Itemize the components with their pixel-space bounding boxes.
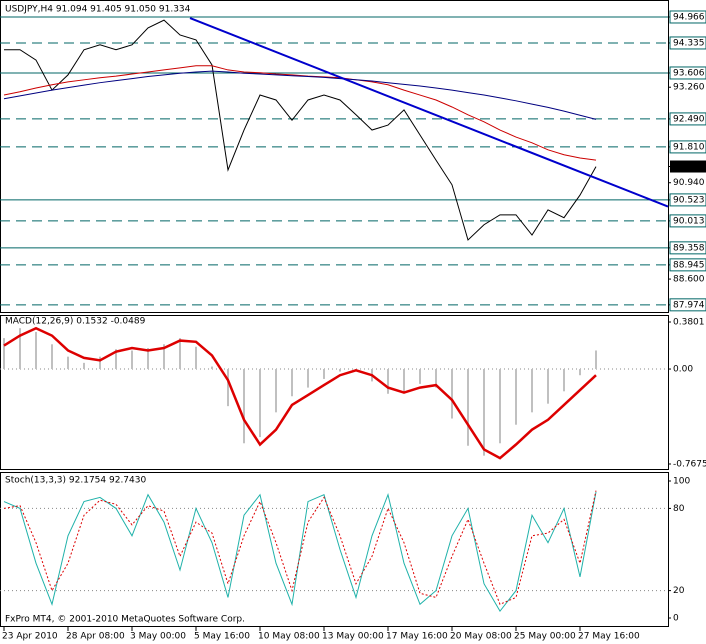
histogram-bar	[67, 356, 69, 370]
y-tick-label: 0.00	[673, 365, 693, 375]
trend-line	[189, 17, 669, 208]
panel-title: Stoch(13,3,3) 92.1754 92.7430	[5, 476, 146, 486]
y-tick-label: 93.606	[673, 68, 705, 78]
histogram-bar	[451, 369, 453, 419]
histogram-bar	[35, 331, 37, 370]
y-tick-label: 89.358	[673, 243, 705, 253]
y-tick-label: 91.810	[673, 142, 705, 152]
y-tick-label: 94.966	[673, 12, 705, 22]
histogram-bar	[339, 369, 341, 372]
x-tick-label: 17 May 16:00	[386, 632, 448, 642]
histogram-bar	[3, 338, 5, 370]
histogram-bar	[547, 369, 549, 404]
level-label-box	[669, 66, 706, 80]
x-tick-label: 3 May 00:00	[130, 632, 186, 642]
histogram-bar	[195, 346, 197, 370]
y-tick-label: 0.3801	[673, 318, 705, 328]
y-tick-label: 0	[673, 614, 679, 624]
histogram-bar	[275, 369, 277, 413]
price-line	[4, 19, 597, 241]
histogram-bar	[99, 356, 101, 370]
histogram-bar	[163, 344, 165, 370]
level-label-box	[669, 214, 706, 228]
y-tick-label: 91.334	[673, 162, 705, 172]
level-label-box	[669, 10, 706, 24]
panel-title: MACD(12,26,9) 0.1532 -0.0489	[5, 317, 146, 327]
y-tick-label: -0.7675	[673, 460, 706, 470]
current-price-box	[670, 160, 706, 173]
histogram-bar	[419, 369, 421, 384]
y-tick-label: 87.974	[673, 300, 705, 310]
histogram-bar	[51, 344, 53, 370]
indicator-line	[3, 490, 597, 605]
x-tick-label: 20 May 08:00	[450, 632, 512, 642]
histogram-bar	[579, 369, 581, 376]
histogram-bar	[179, 338, 181, 370]
level-label-box	[669, 36, 706, 50]
price-panel	[0, 0, 669, 313]
histogram-bar	[307, 369, 309, 388]
x-tick-label: 13 May 00:00	[322, 632, 384, 642]
histogram-bar	[403, 369, 405, 392]
histogram-bar	[115, 349, 117, 370]
macd-panel	[0, 315, 669, 470]
histogram-bar	[515, 369, 517, 425]
histogram-bar	[19, 328, 21, 370]
histogram-bar	[387, 369, 389, 394]
histogram-bar	[227, 369, 229, 407]
indicator-line	[3, 491, 597, 613]
y-tick-label: 90.523	[673, 195, 705, 205]
x-tick-label: 28 Apr 08:00	[66, 632, 125, 642]
histogram-bar	[131, 350, 133, 370]
y-tick-label: 88.600	[673, 275, 705, 285]
y-tick-label: 20	[673, 586, 685, 596]
x-tick-label: 27 May 16:00	[578, 632, 640, 642]
histogram-bar	[323, 369, 325, 379]
histogram-bar	[595, 350, 597, 370]
indicator-line	[3, 326, 597, 460]
histogram-bar	[83, 362, 85, 370]
x-tick-label: 10 May 08:00	[258, 632, 320, 642]
y-tick-label: 88.945	[673, 260, 705, 270]
histogram-bar	[435, 369, 437, 388]
level-label-box	[669, 140, 706, 154]
histogram-bar	[147, 347, 149, 370]
level-label-box	[669, 112, 706, 126]
level-label-box	[669, 241, 706, 255]
level-label-box	[669, 193, 706, 207]
y-tick-label: 80	[673, 504, 685, 514]
x-tick-label: 25 May 00:00	[514, 632, 576, 642]
indicator-line	[3, 65, 597, 161]
y-tick-label: 100	[673, 477, 690, 487]
y-tick-label: 90.013	[673, 216, 705, 226]
histogram-bar	[531, 369, 533, 413]
y-tick-label: 94.335	[673, 38, 705, 48]
x-tick-label: 5 May 16:00	[194, 632, 250, 642]
y-tick-label: 93.260	[673, 83, 705, 93]
histogram-bar	[483, 369, 485, 456]
histogram-bar	[211, 366, 213, 370]
histogram-bar	[563, 369, 565, 392]
indicator-line	[3, 70, 597, 120]
x-tick-label: 23 Apr 2010	[2, 632, 58, 642]
histogram-bar	[499, 369, 501, 444]
y-tick-label: 90.940	[673, 178, 705, 188]
footer: FxPro MT4, © 2001-2010 MetaQuotes Softwa…	[5, 615, 245, 625]
y-tick-label: 92.490	[673, 114, 705, 124]
stoch-panel	[0, 472, 669, 627]
histogram-bar	[259, 369, 261, 438]
histogram-bar	[291, 369, 293, 397]
histogram-bar	[467, 369, 469, 446]
level-label-box	[669, 258, 706, 272]
histogram-bar	[243, 369, 245, 444]
panel-title: USDJPY,H4 91.094 91.405 91.050 91.334	[5, 5, 191, 15]
level-label-box	[669, 298, 706, 312]
